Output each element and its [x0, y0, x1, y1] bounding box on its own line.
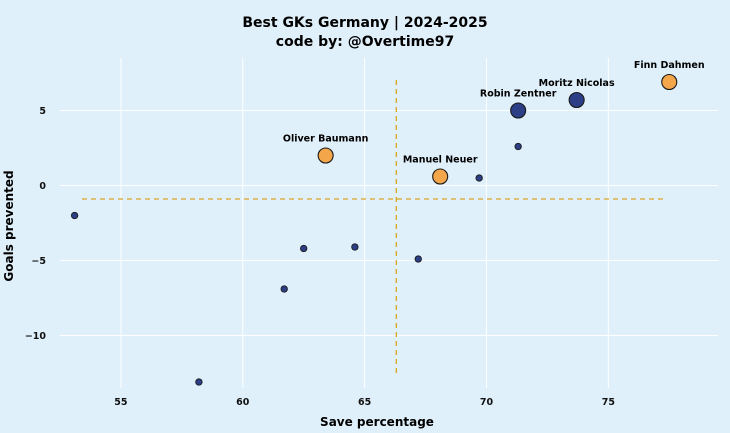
x-tick-label: 75 — [602, 397, 615, 408]
data-point — [280, 285, 288, 293]
y-tick-label: 0 — [39, 181, 46, 192]
axis-ticks: 55 60 65 70 75 5 0 −5 −10 — [25, 106, 615, 408]
x-tick-label: 60 — [236, 397, 250, 408]
data-point — [300, 244, 308, 253]
y-axis-label: Goals prevented — [2, 170, 16, 281]
data-point-labeled — [317, 147, 334, 164]
point-label: Manuel Neuer — [403, 155, 478, 166]
data-points — [70, 73, 678, 386]
y-tick-label: −10 — [25, 331, 47, 342]
point-label: Robin Zentner — [480, 89, 557, 100]
data-point-labeled — [510, 102, 527, 119]
data-point-labeled — [432, 168, 449, 185]
data-point — [475, 174, 483, 182]
x-tick-label: 65 — [358, 397, 371, 408]
chart-title: Best GKs Germany | 2024-2025 — [242, 15, 487, 31]
point-label: Moritz Nicolas — [539, 78, 615, 89]
data-point-labeled — [661, 73, 678, 91]
grid — [60, 58, 718, 388]
data-point — [70, 211, 79, 220]
x-tick-label: 70 — [480, 397, 494, 408]
data-point — [514, 142, 522, 151]
point-label: Oliver Baumann — [283, 134, 369, 145]
y-tick-label: −5 — [31, 256, 46, 267]
chart-subtitle: code by: @Overtime97 — [276, 34, 454, 50]
x-tick-label: 55 — [114, 397, 127, 408]
mean-lines — [82, 80, 666, 375]
data-point — [195, 378, 203, 386]
point-label: Finn Dahmen — [634, 60, 705, 71]
data-point-labeled — [568, 91, 585, 109]
data-point — [351, 243, 359, 251]
data-point — [414, 255, 422, 263]
y-tick-label: 5 — [39, 106, 46, 117]
x-axis-label: Save percentage — [320, 415, 434, 429]
